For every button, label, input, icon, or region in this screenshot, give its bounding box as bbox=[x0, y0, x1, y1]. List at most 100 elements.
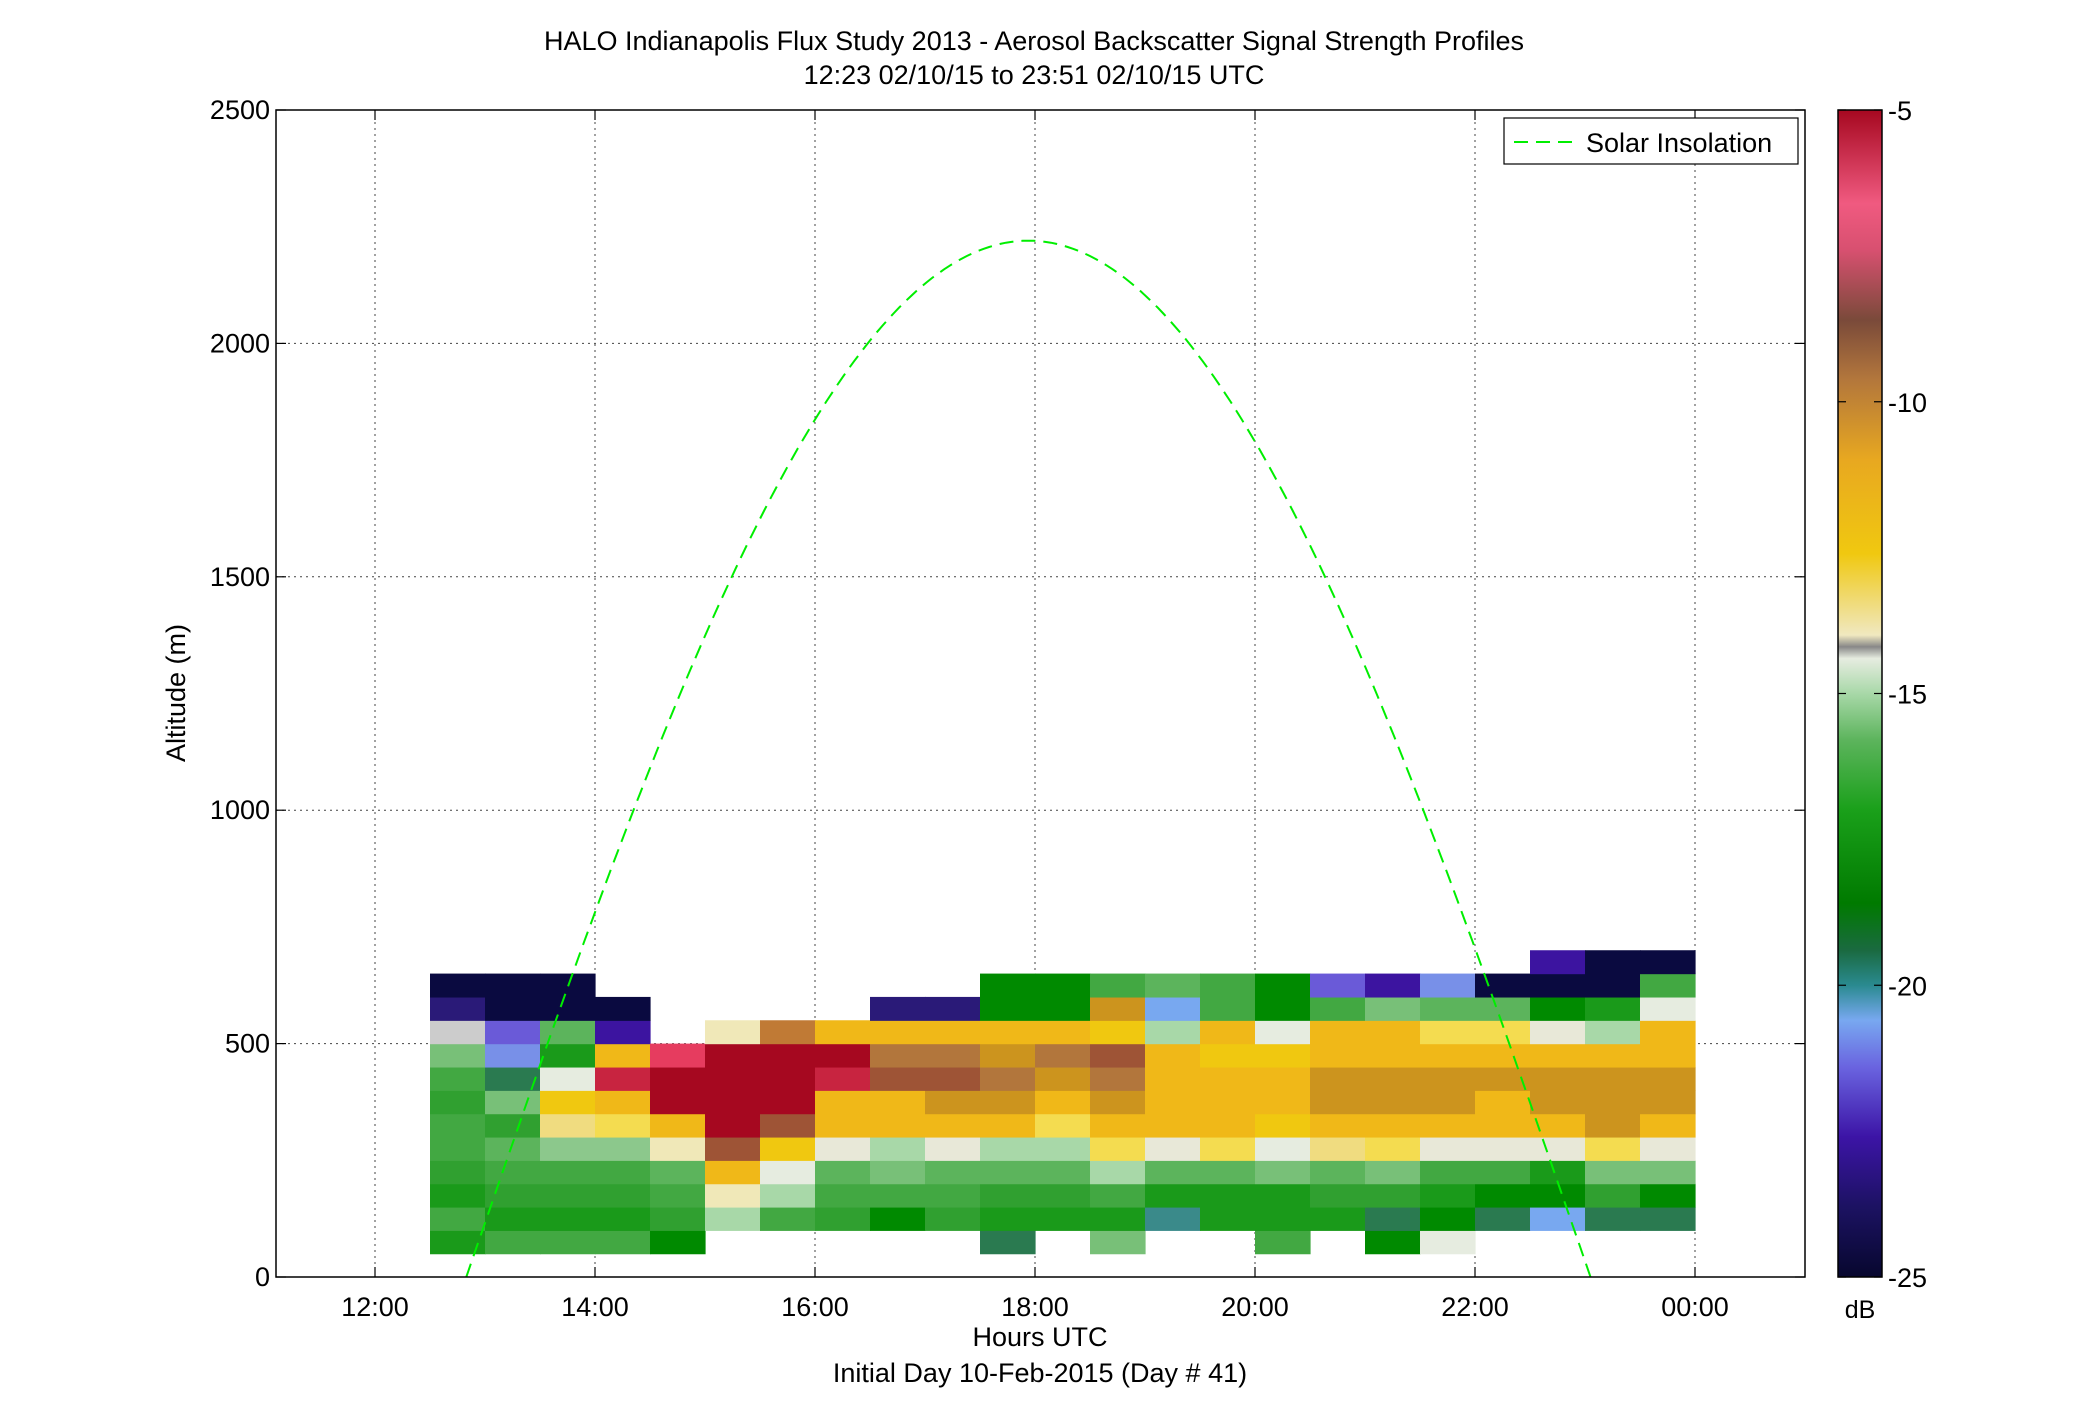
y-axis-label: Altitude (m) bbox=[161, 624, 191, 762]
heatmap-cell bbox=[1640, 1206, 1696, 1231]
heatmap-cell bbox=[540, 1136, 596, 1161]
heatmap-cell bbox=[1310, 1090, 1366, 1115]
x-tick-label: 22:00 bbox=[1441, 1292, 1509, 1322]
heatmap-cell bbox=[485, 1183, 541, 1208]
heatmap-cell bbox=[485, 996, 541, 1021]
heatmap-cell bbox=[1585, 1136, 1641, 1161]
heatmap-cell bbox=[1365, 1043, 1421, 1068]
heatmap-cell bbox=[430, 1066, 486, 1091]
heatmap-cell bbox=[1420, 973, 1476, 998]
heatmap-cell bbox=[1310, 1160, 1366, 1185]
heatmap-cell bbox=[1640, 1113, 1696, 1138]
heatmap-cell bbox=[705, 1160, 761, 1185]
heatmap-cell bbox=[1420, 1206, 1476, 1231]
heatmap-cell bbox=[1310, 1020, 1366, 1045]
heatmap-cell bbox=[1530, 1183, 1586, 1208]
heatmap-cell bbox=[1255, 1160, 1311, 1185]
heatmap-cell bbox=[925, 1206, 981, 1231]
heatmap-cell bbox=[430, 1113, 486, 1138]
heatmap-cell bbox=[595, 1206, 651, 1231]
heatmap-cell bbox=[925, 996, 981, 1021]
heatmap-cell bbox=[1145, 1066, 1201, 1091]
heatmap-cell bbox=[1200, 973, 1256, 998]
heatmap-cell bbox=[1640, 1020, 1696, 1045]
heatmap-cell bbox=[1585, 1043, 1641, 1068]
heatmap-cell bbox=[1145, 996, 1201, 1021]
heatmap-cell bbox=[485, 973, 541, 998]
heatmap-cell bbox=[870, 1020, 926, 1045]
heatmap-cell bbox=[760, 1183, 816, 1208]
heatmap-cell bbox=[1585, 1066, 1641, 1091]
heatmap-cell bbox=[1035, 973, 1091, 998]
heatmap-cell bbox=[1530, 996, 1586, 1021]
heatmap-cell bbox=[705, 1206, 761, 1231]
heatmap-cell bbox=[760, 1066, 816, 1091]
heatmap-cell bbox=[1365, 1090, 1421, 1115]
heatmap-cell bbox=[485, 1066, 541, 1091]
heatmap-cell bbox=[1255, 1136, 1311, 1161]
heatmap-cell bbox=[1145, 1113, 1201, 1138]
colorbar-tick-label: -25 bbox=[1888, 1263, 1927, 1293]
heatmap-cell bbox=[1090, 1230, 1146, 1255]
heatmap-cell bbox=[1090, 1136, 1146, 1161]
heatmap-cell bbox=[760, 1160, 816, 1185]
heatmap-cell bbox=[980, 1066, 1036, 1091]
heatmap-cell bbox=[870, 1183, 926, 1208]
heatmap-cell bbox=[595, 1066, 651, 1091]
heatmap-cell bbox=[485, 1160, 541, 1185]
heatmap-cell bbox=[925, 1183, 981, 1208]
heatmap-cell bbox=[1420, 1230, 1476, 1255]
heatmap-cell bbox=[1310, 1066, 1366, 1091]
heatmap-cell bbox=[1530, 950, 1586, 975]
chart-title: HALO Indianapolis Flux Study 2013 - Aero… bbox=[544, 26, 1524, 56]
heatmap-cell bbox=[1090, 1043, 1146, 1068]
heatmap-cell bbox=[1585, 1183, 1641, 1208]
heatmap-cell bbox=[980, 1230, 1036, 1255]
colorbar-tick-label: -5 bbox=[1888, 96, 1912, 126]
heatmap-cell bbox=[540, 1066, 596, 1091]
heatmap-cell bbox=[1420, 1020, 1476, 1045]
legend: Solar Insolation bbox=[1503, 117, 1799, 165]
heatmap-cell bbox=[1035, 996, 1091, 1021]
heatmap-cell bbox=[1585, 973, 1641, 998]
heatmap-cell bbox=[980, 1043, 1036, 1068]
heatmap-cell bbox=[1475, 973, 1531, 998]
heatmap-cell bbox=[650, 1206, 706, 1231]
heatmap-cell bbox=[705, 1183, 761, 1208]
heatmap-cell bbox=[430, 996, 486, 1021]
colorbar-tick-label: -20 bbox=[1888, 971, 1927, 1001]
heatmap-cell bbox=[870, 1066, 926, 1091]
heatmap-cell bbox=[1035, 1136, 1091, 1161]
heatmap-cell bbox=[540, 1090, 596, 1115]
heatmap-cell bbox=[540, 1043, 596, 1068]
heatmap-cell bbox=[1200, 1020, 1256, 1045]
heatmap-cell bbox=[1475, 1066, 1531, 1091]
heatmap-cell bbox=[595, 1113, 651, 1138]
heatmap-cell bbox=[1640, 1066, 1696, 1091]
heatmap-cell bbox=[650, 1230, 706, 1255]
heatmap-cell bbox=[815, 1206, 871, 1231]
heatmap-cell bbox=[1090, 1206, 1146, 1231]
heatmap-cell bbox=[430, 1020, 486, 1045]
heatmap-cell bbox=[980, 1160, 1036, 1185]
heatmap-cell bbox=[1310, 1183, 1366, 1208]
heatmap-cell bbox=[1640, 1160, 1696, 1185]
heatmap-cell bbox=[1420, 1066, 1476, 1091]
heatmap-cell bbox=[650, 1043, 706, 1068]
heatmap-cell bbox=[430, 973, 486, 998]
heatmap-cell bbox=[870, 1136, 926, 1161]
heatmap-cell bbox=[1090, 1090, 1146, 1115]
heatmap-cell bbox=[1530, 1113, 1586, 1138]
heatmap-cell bbox=[595, 1043, 651, 1068]
heatmap-cell bbox=[1090, 1183, 1146, 1208]
heatmap-cell bbox=[980, 1183, 1036, 1208]
heatmap-cell bbox=[1475, 1136, 1531, 1161]
heatmap-cell bbox=[1255, 1183, 1311, 1208]
heatmap-cell bbox=[1255, 1230, 1311, 1255]
heatmap-cell bbox=[650, 1113, 706, 1138]
heatmap-cell bbox=[650, 1160, 706, 1185]
x-axis: 12:00 14:00 16:00 18:00 20:00 22:00 00:00 bbox=[341, 110, 1729, 1322]
heatmap-cell bbox=[1090, 996, 1146, 1021]
heatmap-cell bbox=[1585, 1090, 1641, 1115]
heatmap-cell bbox=[925, 1136, 981, 1161]
